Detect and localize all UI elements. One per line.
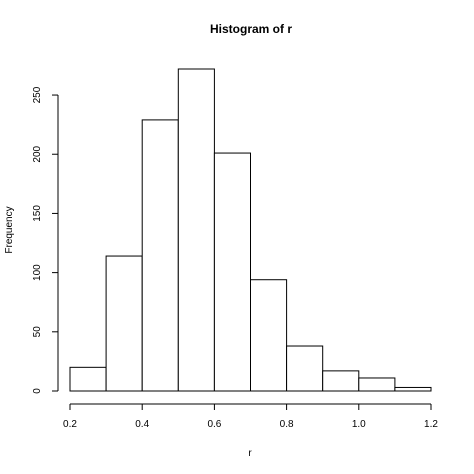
x-tick-label: 0.2 <box>63 419 77 430</box>
x-tick-label: 1.0 <box>352 419 366 430</box>
histogram-bar <box>177 68 215 392</box>
x-tick-label: 1.2 <box>424 419 438 430</box>
x-tick-label: 0.6 <box>207 419 221 430</box>
y-tick-label: 0 <box>32 388 43 394</box>
histogram-bar <box>105 255 143 392</box>
x-axis: 0.2 0.4 0.6 0.8 1.0 1.2 <box>63 403 438 430</box>
y-axis: 0 50 100 150 200 250 <box>32 86 59 394</box>
histogram-bar <box>358 377 396 392</box>
y-tick-label: 250 <box>32 86 43 103</box>
x-axis-label: r <box>248 448 252 459</box>
histogram-bar <box>286 345 324 392</box>
x-tick-label: 0.8 <box>280 419 294 430</box>
histogram-bar <box>213 152 251 392</box>
histogram-bar <box>250 279 288 392</box>
y-axis-label: Frequency <box>4 206 15 253</box>
histogram-bar <box>322 370 360 392</box>
x-tick-label: 0.4 <box>135 419 149 430</box>
histogram-bar <box>394 386 432 392</box>
chart-title: Histogram of r <box>210 22 292 36</box>
histogram-bar <box>141 119 179 392</box>
y-tick-label: 150 <box>32 205 43 222</box>
y-tick-label: 50 <box>32 326 43 338</box>
histogram-bar <box>69 366 107 392</box>
y-tick-label: 200 <box>32 145 43 162</box>
y-tick-label: 100 <box>32 264 43 281</box>
bars-group <box>69 68 432 392</box>
